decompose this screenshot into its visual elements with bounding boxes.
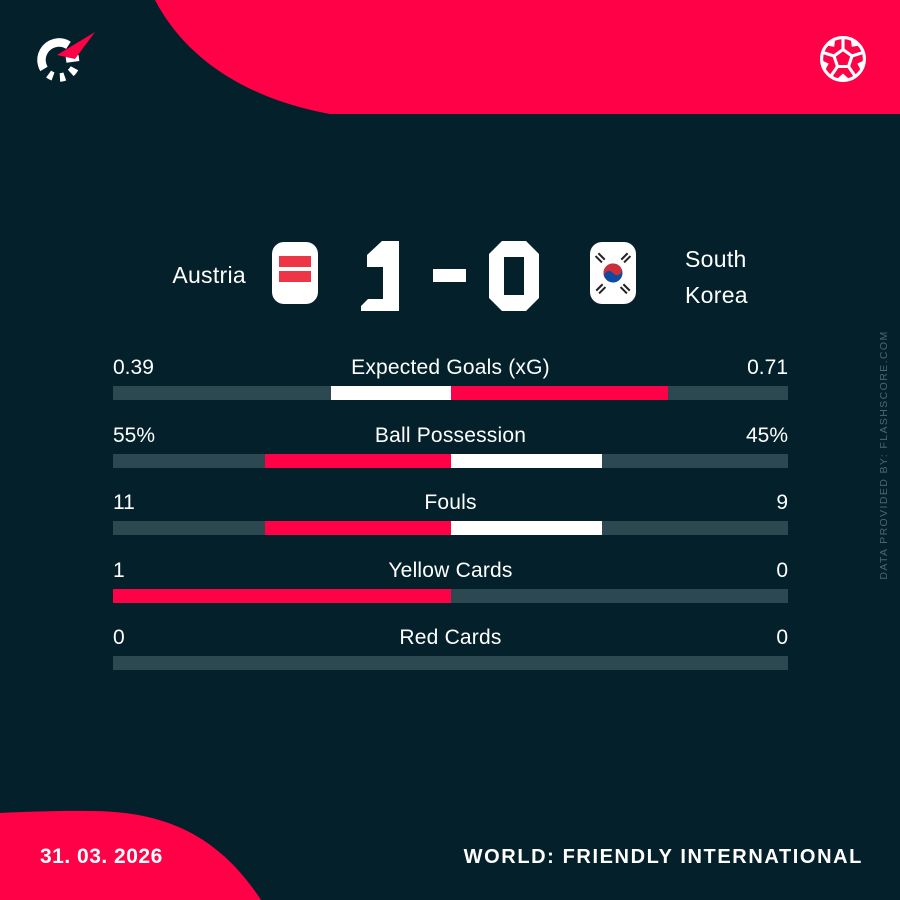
austria-flag-icon xyxy=(272,242,318,304)
stat-bar-home-segment xyxy=(264,521,451,535)
competition-name: WORLD: FRIENDLY INTERNATIONAL xyxy=(463,846,863,868)
south-korea-flag-icon xyxy=(590,242,636,304)
stat-home-value: 55% xyxy=(113,423,156,447)
stat-bar-away-segment xyxy=(450,521,603,535)
stat-row-expected-goals: 0.39 Expected Goals (xG) 0.71 xyxy=(113,353,788,400)
stat-bar-home-segment xyxy=(113,588,451,603)
stat-away-value: 45% xyxy=(745,423,788,447)
stat-home-value: 0.39 xyxy=(113,356,154,379)
score-separator xyxy=(433,269,466,282)
stat-away-value: 9 xyxy=(776,491,788,514)
stats-panel: 0.39 Expected Goals (xG) 0.71 55% Ball P… xyxy=(113,353,788,691)
stat-row-ball-possession: 55% Ball Possession 45% xyxy=(113,421,788,468)
stat-row-fouls: 11 Fouls 9 xyxy=(113,488,788,535)
stat-away-value: 0.71 xyxy=(747,356,788,379)
stat-away-value: 0 xyxy=(776,626,788,649)
stat-home-value: 1 xyxy=(113,558,125,582)
stat-bar xyxy=(113,453,788,468)
away-team-name: South Korea xyxy=(685,241,748,313)
stat-bar xyxy=(113,656,788,670)
away-team-name-line2: Korea xyxy=(685,282,748,308)
stat-away-value: 0 xyxy=(776,558,788,582)
score-display xyxy=(361,241,539,311)
soccer-ball-icon xyxy=(820,36,866,82)
footer-red-shape xyxy=(0,810,261,900)
stat-bar-home-segment xyxy=(264,453,451,468)
stat-bar-away-segment xyxy=(450,386,669,400)
stat-label: Fouls xyxy=(424,491,477,514)
stat-bar xyxy=(113,521,788,535)
home-team-name: Austria xyxy=(172,262,246,288)
stat-label: Red Cards xyxy=(399,626,502,649)
away-team-name-line1: South xyxy=(685,246,747,272)
stat-bar-away-segment xyxy=(450,453,603,468)
stat-label: Ball Possession xyxy=(374,423,527,447)
stat-bar-home-segment xyxy=(330,386,451,400)
stat-label: Yellow Cards xyxy=(388,558,513,582)
flashscore-logo-icon xyxy=(37,32,95,82)
match-date: 31. 03. 2026 xyxy=(40,845,163,868)
stat-bar xyxy=(113,588,788,603)
stat-row-yellow-cards: 1 Yellow Cards 0 xyxy=(113,556,788,603)
stat-home-value: 0 xyxy=(113,626,125,649)
stat-home-value: 11 xyxy=(113,491,135,514)
away-score-digit xyxy=(489,241,539,311)
data-provider-watermark: DATA PROVIDED BY: FLASHSCORE.COM xyxy=(878,330,890,580)
header-red-shape xyxy=(155,0,900,114)
stat-label: Expected Goals (xG) xyxy=(351,356,550,379)
stat-row-red-cards: 0 Red Cards 0 xyxy=(113,623,788,670)
stat-bar xyxy=(113,386,788,400)
home-score-digit xyxy=(361,241,399,311)
